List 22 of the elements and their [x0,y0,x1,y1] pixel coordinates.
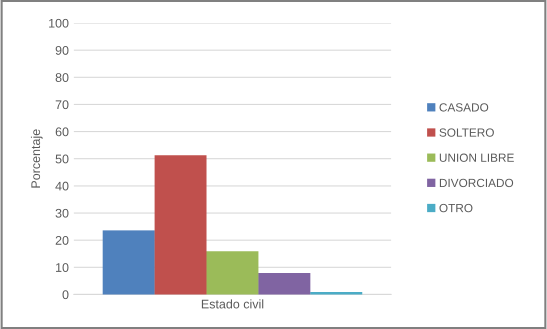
y-tick-label: 70 [56,100,68,110]
legend-label: CASADO [440,103,488,112]
y-tick-label: 0 [62,290,68,300]
y-tick-label: 40 [55,182,68,191]
y-tick-label: 60 [56,127,68,136]
legend-label: SOLTERO [439,128,494,137]
legend-label: UNION LIBRE [440,154,514,162]
legend-label: DIVORCIADO [440,178,514,188]
y-tick-label: 80 [56,73,68,82]
y-tick-label: 50 [56,154,68,164]
bar [258,273,310,294]
x-tick-label: Estado civil [202,299,264,308]
y-tick-label: 10 [56,263,68,272]
bar [154,155,207,294]
y-tick-label: 90 [56,46,68,55]
y-tick-label: 20 [56,236,68,245]
y-tick-label: 30 [56,208,68,218]
bar [206,251,258,294]
y-tick-label: 100 [49,18,68,28]
y-axis-title: Porcentaje [30,129,43,188]
bar [102,230,155,294]
legend-label: OTRO [439,204,472,212]
